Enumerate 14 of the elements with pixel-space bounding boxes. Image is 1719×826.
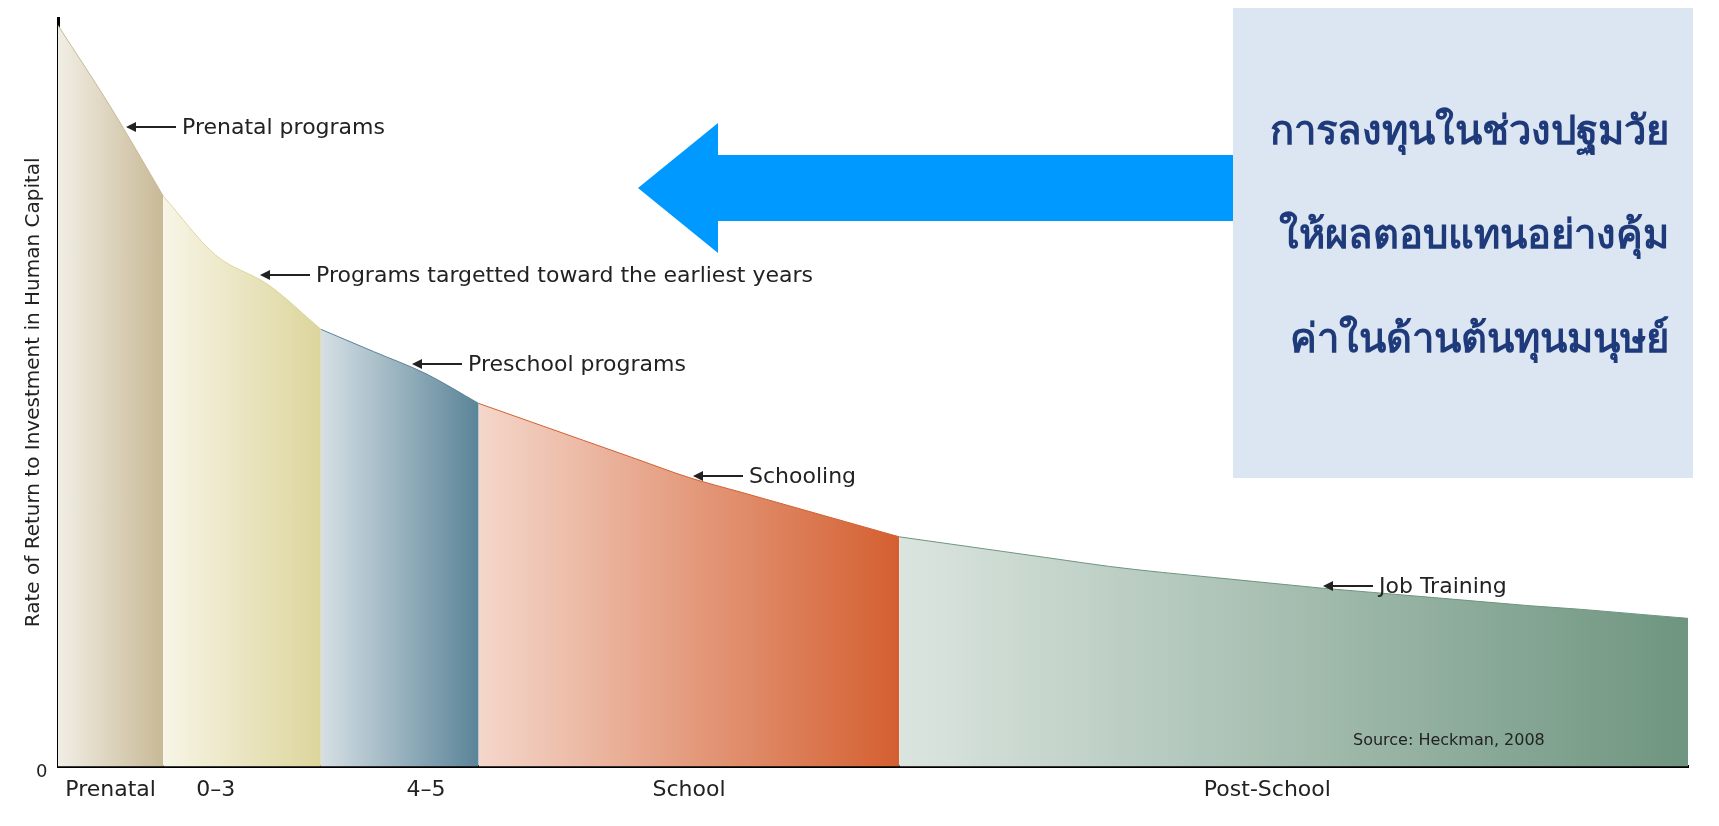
chart-title: การลงทุนในช่วงปฐมวัยให้ผลตอบแทนอย่างคุ้มค่าในด้านต้นทุนมนุษย์ [1270,107,1669,361]
x-tick-label: Post-School [1203,775,1331,801]
x-tick-label: 4–5 [406,775,446,801]
x-tick-label: School [652,775,726,801]
annotation: Job Training [1379,573,1507,598]
annotation: Source: Heckman, 2008 [1353,730,1545,749]
x-tick-label: 0–3 [196,775,236,801]
y-axis-title: Rate of Return to Investment in Human Capital [20,157,45,628]
annotation: Schooling [749,463,857,488]
annotation: Programs targetted toward the earliest years [316,262,814,287]
text: 0 [36,760,48,781]
annotation: Prenatal programs [182,114,385,139]
x-tick-label: Prenatal [65,775,156,801]
annotation: Preschool programs [468,351,686,376]
